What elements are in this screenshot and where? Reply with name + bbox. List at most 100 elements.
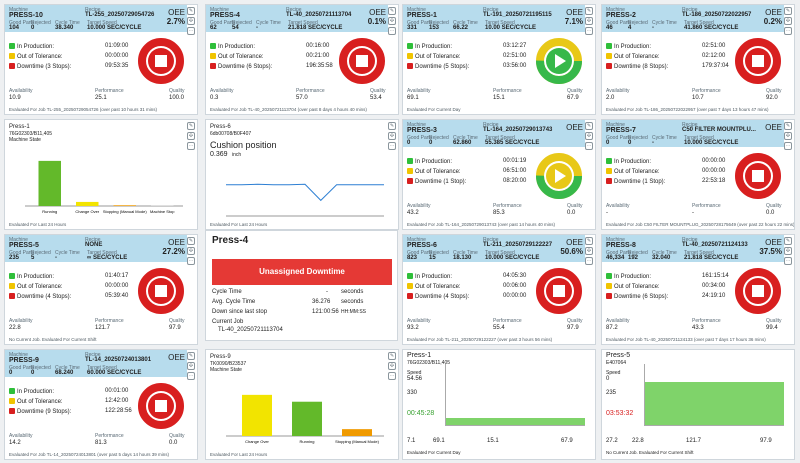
move-icon[interactable]: ✣ <box>187 362 195 370</box>
press1-small-card[interactable]: Press-1 76G02303/B11,405 Speed 54.56 330 00:4… <box>402 349 596 460</box>
bar[interactable] <box>38 160 62 206</box>
cycle-label: Cycle Time <box>55 250 80 256</box>
edit-icon[interactable]: ✎ <box>187 237 195 245</box>
more-icon[interactable]: ⋯ <box>388 372 396 380</box>
perf-value: 85.3 <box>493 210 505 216</box>
move-icon[interactable]: ✣ <box>187 17 195 25</box>
oee-card[interactable]: Machine Recipe PRESS-10 TL-255_202507290547… <box>4 4 198 115</box>
edit-icon[interactable]: ✎ <box>784 7 792 15</box>
cycle-label: Cycle Time <box>212 289 242 295</box>
since-value: 121:00:56 <box>312 309 339 315</box>
state-label: Downtime (5 Stops): <box>415 64 470 70</box>
bar-label: Stopping (Manual Mode) <box>335 439 379 444</box>
state-color-icon <box>407 53 413 59</box>
state-time: 00:00:00 <box>503 293 527 299</box>
oee-card[interactable]: Machine Recipe PRESS-8 TL-40_20250721124133… <box>601 234 795 345</box>
edit-icon[interactable]: ✎ <box>187 352 195 360</box>
bar[interactable] <box>113 205 137 206</box>
edit-icon[interactable]: ✎ <box>784 122 792 130</box>
card-footer: Evaluated For Job TL-40_20250721113704 (… <box>210 107 367 112</box>
state-down: Downtime (1 Stop): <box>606 178 665 185</box>
move-icon[interactable]: ✣ <box>784 17 792 25</box>
more-icon[interactable]: ⋯ <box>585 257 593 265</box>
recipe-label: Recipe <box>682 122 698 128</box>
press-4-panel[interactable]: Press-4 Unassigned Downtime Cycle Time - sec… <box>205 230 398 341</box>
more-icon[interactable]: ⋯ <box>388 142 396 150</box>
edit-icon[interactable]: ✎ <box>388 122 396 130</box>
more-icon[interactable]: ⋯ <box>585 27 593 35</box>
more-icon[interactable]: ⋯ <box>585 142 593 150</box>
state-time: 06:51:00 <box>503 168 527 174</box>
oee-card[interactable]: Machine Recipe PRESS-6 TL-211_2025072912222… <box>402 234 596 345</box>
press6_chart-heading: Cushion position <box>210 140 277 150</box>
rejected-label: Rejected <box>628 20 648 26</box>
edit-icon[interactable]: ✎ <box>388 352 396 360</box>
oee-card[interactable]: Machine Recipe PRESS-3 TL-164_2025072901374… <box>402 119 596 230</box>
move-icon[interactable]: ✣ <box>388 17 396 25</box>
edit-icon[interactable]: ✎ <box>187 122 195 130</box>
machine-label: Machine <box>606 237 625 243</box>
edit-icon[interactable]: ✎ <box>784 237 792 245</box>
perf-label: Performance <box>296 88 325 94</box>
oee-label: OEE <box>168 8 185 17</box>
edit-icon[interactable]: ✎ <box>187 7 195 15</box>
press6-chart-card[interactable]: Press-6 6db00708/B0F407 Cushion position ✎ ✣… <box>205 119 399 230</box>
move-icon[interactable]: ✣ <box>388 132 396 140</box>
more-icon[interactable]: ⋯ <box>187 257 195 265</box>
cycle-value: - <box>652 25 654 31</box>
state-label: In Production: <box>614 44 652 50</box>
bar[interactable] <box>242 394 272 436</box>
press5-small-card[interactable]: Press-5 E407064 Speed 0 235 03:53:32 27.2 22.8 1… <box>601 349 795 460</box>
bar[interactable] <box>76 201 99 206</box>
oee-card[interactable]: Machine Recipe PRESS-9 TL-14_20250724013801… <box>4 349 198 460</box>
edit-icon[interactable]: ✎ <box>585 7 593 15</box>
state-time: 08:20:00 <box>503 178 527 184</box>
move-icon[interactable]: ✣ <box>585 247 593 255</box>
state-time: 00:00:00 <box>702 168 726 174</box>
edit-icon[interactable]: ✎ <box>388 7 396 15</box>
edit-icon[interactable]: ✎ <box>585 122 593 130</box>
more-icon[interactable]: ⋯ <box>187 27 195 35</box>
more-icon[interactable]: ⋯ <box>187 372 195 380</box>
press9_chart-heading: Machine State <box>210 367 242 373</box>
oee-value: 37.5% <box>759 247 782 256</box>
move-icon[interactable]: ✣ <box>187 247 195 255</box>
oee-card[interactable]: Machine Recipe PRESS-2 TL-186_2025072202295… <box>601 4 795 115</box>
bar[interactable] <box>342 429 372 436</box>
oee-card[interactable]: Machine Recipe PRESS-7 C50 FILTER MOUNTPLU.… <box>601 119 795 230</box>
more-icon[interactable]: ⋯ <box>187 142 195 150</box>
good-label: Good Parts <box>407 250 433 256</box>
move-icon[interactable]: ✣ <box>784 247 792 255</box>
state-label: Out of Tolerance: <box>415 169 461 175</box>
bar-label: Stopping (Manual Mode) <box>103 209 147 214</box>
bar[interactable] <box>151 205 174 206</box>
more-icon[interactable]: ⋯ <box>784 142 792 150</box>
oee-label: OEE <box>369 8 386 17</box>
bar[interactable] <box>292 401 322 436</box>
move-icon[interactable]: ✣ <box>187 132 195 140</box>
state-color-icon <box>9 408 15 414</box>
edit-icon[interactable]: ✎ <box>585 237 593 245</box>
move-icon[interactable]: ✣ <box>585 17 593 25</box>
move-icon[interactable]: ✣ <box>784 132 792 140</box>
more-icon[interactable]: ⋯ <box>784 257 792 265</box>
state-label: Out of Tolerance: <box>614 54 660 60</box>
recipe-label: Recipe <box>85 237 101 243</box>
quality-label: Quality <box>567 88 583 94</box>
move-icon[interactable]: ✣ <box>388 362 396 370</box>
card-tools: ✎ ✣ ⋯ <box>386 350 398 390</box>
card-tools: ✎ ✣ ⋯ <box>386 5 398 45</box>
oee-card[interactable]: Machine Recipe PRESS-4 TL-40_20250721113704… <box>205 4 399 115</box>
state-time: 03:12:27 <box>503 43 527 49</box>
more-icon[interactable]: ⋯ <box>388 27 396 35</box>
oee-card[interactable]: Machine Recipe PRESS-5 NONE Good Parts Reject… <box>4 234 198 345</box>
more-icon[interactable]: ⋯ <box>784 27 792 35</box>
press9-chart-card[interactable]: Press-9 TK0090/B23537 Machine State ✎ ✣ ⋯ Chan… <box>205 349 399 460</box>
move-icon[interactable]: ✣ <box>585 132 593 140</box>
recipe-label: Recipe <box>483 237 499 243</box>
oee-card[interactable]: Machine Recipe PRESS-1 TL-191_2025072119511… <box>402 4 596 115</box>
press1-chart-card[interactable]: Press-1 76G02303/B11,405 Machine State ✎ ✣ ⋯ R… <box>4 119 198 230</box>
good-value: 46,334 <box>606 255 625 261</box>
state-in: In Production: <box>407 43 452 50</box>
state-label: In Production: <box>415 44 453 50</box>
